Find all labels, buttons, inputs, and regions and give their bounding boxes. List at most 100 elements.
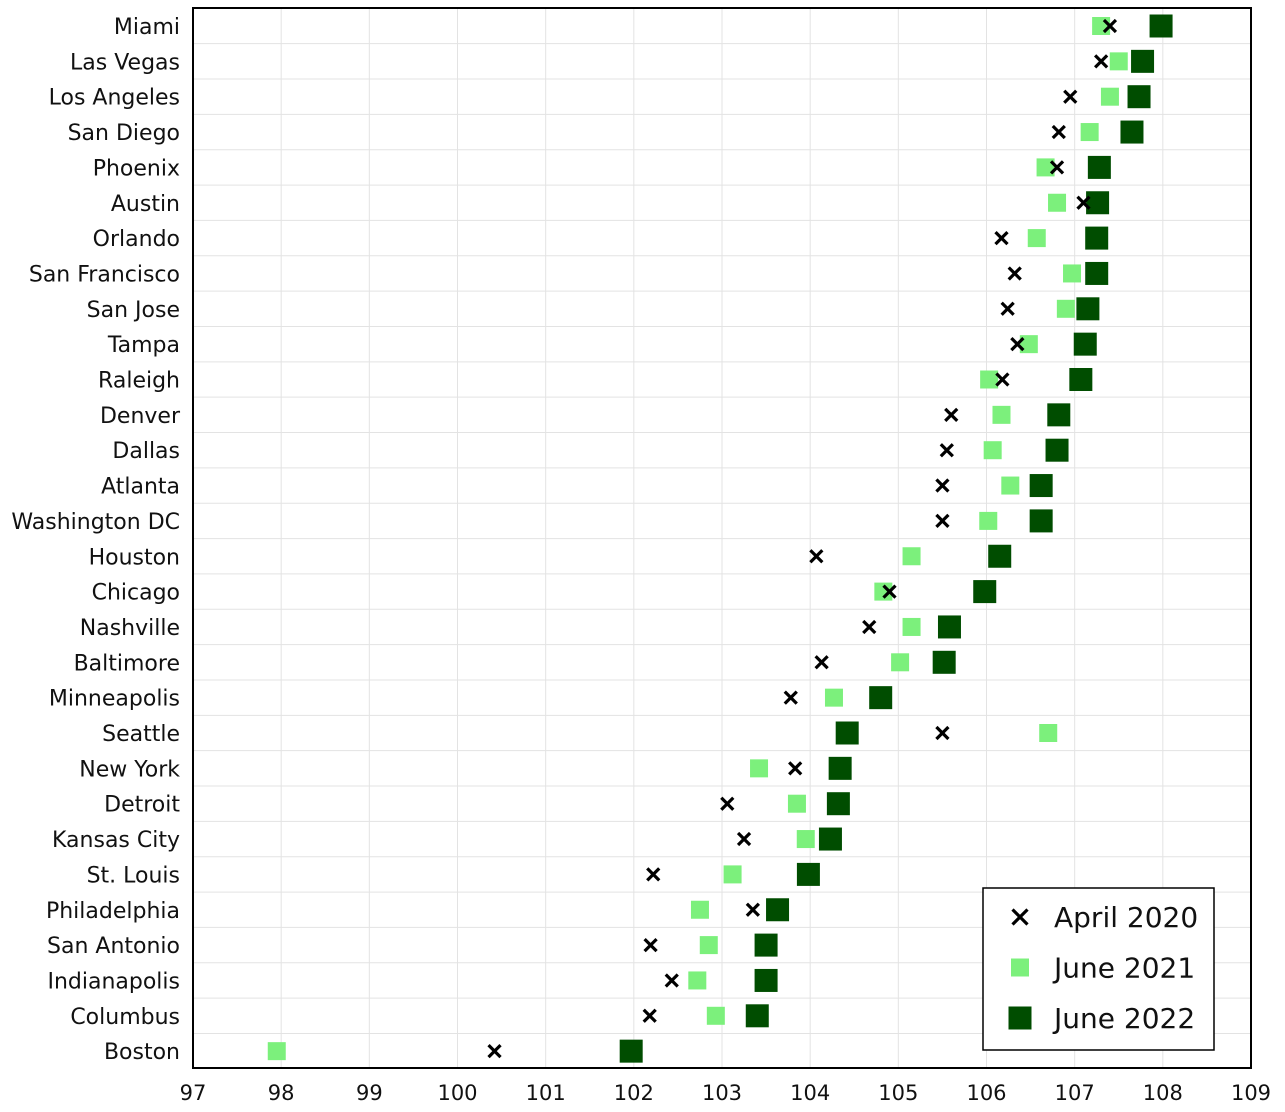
point-june-2022-houston [988,544,1012,568]
x-tick-label: 98 [268,1081,295,1105]
point-april-2020-houston [809,549,824,564]
point-june-2022-new-york [828,756,852,780]
category-label-houston: Houston [89,545,180,570]
x-axis-tick-labels: 97 98 99 100 101 102 103 104 105 106 107 108 109 [180,1081,1271,1105]
point-april-2020-las-vegas [1093,54,1109,69]
legend-marker-june-2022 [1008,1006,1032,1030]
point-june-2021-san-jose [1056,299,1075,318]
point-june-2021-miami [1092,17,1111,35]
x-tick-label: 106 [966,1081,1006,1105]
point-june-2021-new-york [750,759,769,778]
category-label-raleigh: Raleigh [98,369,180,394]
point-june-2021-chicago [874,582,893,601]
category-label-indianapolis: Indianapolis [47,969,180,994]
category-label-boston: Boston [104,1040,180,1065]
x-tick-label: 103 [702,1081,742,1105]
point-april-2020-dallas [939,443,954,458]
category-label-kansas-city: Kansas City [52,828,180,853]
point-june-2021-san-antonio [699,936,718,955]
x-tick-label: 105 [878,1081,918,1105]
category-label-philadelphia: Philadelphia [46,899,180,924]
category-label-atlanta: Atlanta [101,475,180,500]
point-april-2020-detroit [720,796,735,811]
point-june-2021-austin [1048,193,1067,212]
point-june-2021-philadelphia [690,900,709,919]
point-june-2022-philadelphia [766,898,790,922]
x-tick-label: 99 [356,1081,383,1105]
point-june-2022-tampa [1073,332,1097,356]
point-april-2020-baltimore [814,655,829,670]
point-june-2022-nashville [937,615,961,639]
point-june-2022-detroit [826,792,850,816]
x-tick-label: 104 [790,1081,830,1105]
point-april-2020-new-york [788,761,803,776]
legend-marker-april-2020 [1011,908,1029,926]
point-june-2022-los-angeles [1127,85,1151,109]
legend-label-june-2021: June 2021 [1052,952,1195,985]
point-april-2020-orlando [994,230,1009,246]
point-june-2022-san-antonio [754,933,778,957]
legend-label-april-2020: April 2020 [1054,901,1198,934]
category-label-austin: Austin [111,192,180,217]
category-label-denver: Denver [100,404,181,429]
point-june-2022-phoenix [1087,155,1111,179]
x-tick-label: 109 [1231,1081,1271,1105]
point-june-2021-orlando [1027,229,1046,248]
point-june-2022-orlando [1085,226,1109,250]
point-june-2022-baltimore [932,650,956,674]
category-label-phoenix: Phoenix [93,156,180,181]
legend-label-june-2022: June 2022 [1052,1002,1195,1035]
x-tick-label: 100 [437,1081,477,1105]
legend: April 2020 June 2021 June 2022 [982,887,1215,1051]
point-june-2022-minneapolis [869,686,893,710]
category-label-orlando: Orlando [93,227,180,252]
point-april-2020-minneapolis [783,690,798,705]
point-june-2021-kansas-city [796,830,815,849]
point-june-2021-detroit [787,794,806,813]
category-label-miami: Miami [114,15,180,40]
point-june-2022-atlanta [1029,474,1053,498]
point-june-2021-seattle [1039,724,1058,742]
point-june-2022-boston [619,1039,643,1063]
point-june-2021-baltimore [891,653,910,672]
point-april-2020-kansas-city [736,831,752,847]
point-june-2022-columbus [745,1004,769,1028]
point-april-2020-indianapolis [664,973,679,988]
category-label-san-francisco: San Francisco [29,262,180,287]
point-april-2020-columbus [642,1008,657,1023]
point-june-2021-indianapolis [688,971,707,990]
point-june-2022-san-jose [1076,297,1100,321]
point-june-2021-los-angeles [1100,87,1119,106]
point-june-2021-denver [992,405,1011,424]
point-june-2022-chicago [973,580,997,604]
point-june-2021-tampa [1019,335,1038,354]
category-label-dallas: Dallas [112,439,180,464]
x-tick-label: 101 [526,1081,566,1105]
category-label-st-louis: St. Louis [87,863,180,888]
point-april-2020-seattle [935,725,950,741]
x-tick-label: 108 [1143,1081,1183,1105]
point-june-2022-denver [1047,403,1071,427]
point-june-2022-washington-dc [1029,509,1053,533]
category-labels: Miami Las Vegas Los Angeles San Diego Phoeni… [11,15,181,1065]
point-june-2021-boston [267,1042,286,1061]
point-june-2021-atlanta [1001,476,1020,495]
point-april-2020-chicago [882,584,897,599]
point-june-2021-phoenix [1036,158,1055,177]
point-june-2021-san-francisco [1063,264,1082,283]
point-june-2021-houston [902,547,921,566]
point-june-2022-kansas-city [818,827,842,851]
category-label-new-york: New York [79,757,180,782]
data-marks [267,14,1173,1063]
point-april-2020-denver [944,407,959,422]
category-label-washington-dc: Washington DC [11,510,180,535]
category-label-tampa: Tampa [107,333,180,358]
point-june-2021-nashville [902,617,921,636]
point-april-2020-st-louis [646,867,661,882]
x-tick-label: 107 [1055,1081,1095,1105]
x-tick-label: 102 [614,1081,654,1105]
category-label-chicago: Chicago [92,581,180,606]
point-june-2021-st-louis [723,865,742,884]
point-april-2020-san-diego [1051,124,1066,140]
